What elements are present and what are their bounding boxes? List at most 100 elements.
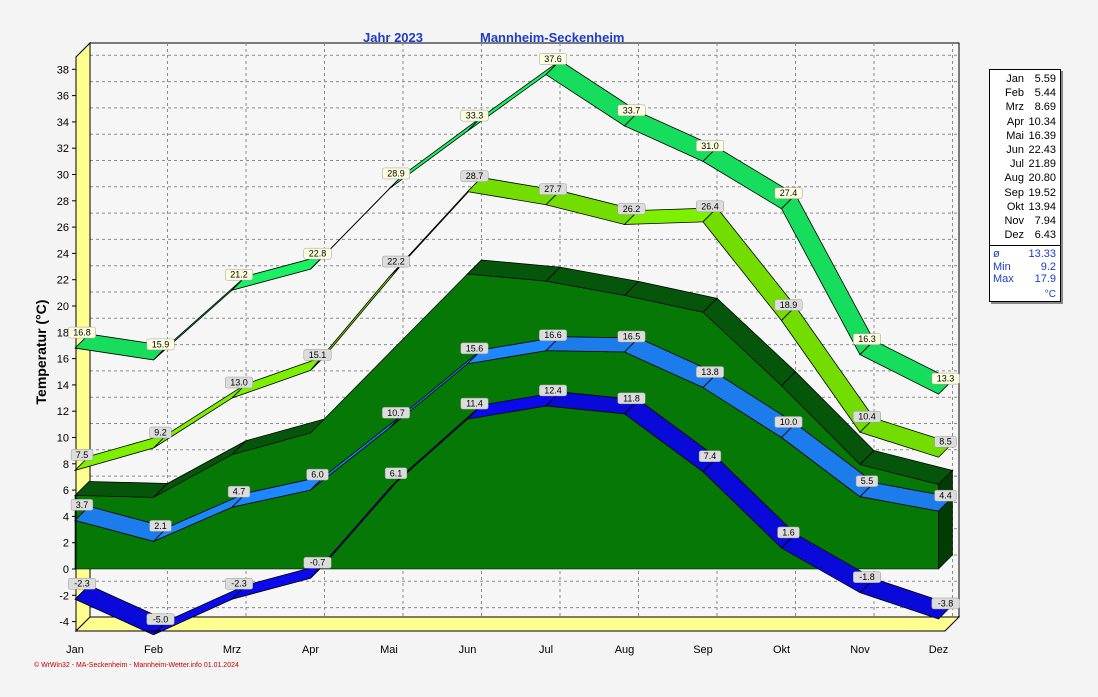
x-tick-label: Jul <box>539 644 553 656</box>
value-label-box <box>460 342 489 355</box>
legend-min-row: Min 9.2 <box>990 261 1060 274</box>
legend-panel: Jan 5.59 Feb 5.44 Mrz 8.69 Apr 10.34 Mai 16.39 Jun… <box>989 69 1061 302</box>
value-label-box <box>146 338 175 351</box>
value-label: 2.1 <box>154 521 167 531</box>
y-tick-label: 4 <box>63 511 69 523</box>
value-label: 13.3 <box>937 374 955 384</box>
legend-month-row: Jan 5.59 <box>990 72 1060 86</box>
legend-avg-label: ø <box>993 248 1000 261</box>
value-label-box <box>68 326 96 339</box>
value-label-box <box>539 329 567 341</box>
y-tick-label: 8 <box>63 459 69 471</box>
value-label: 22.8 <box>309 249 327 259</box>
legend-avg-row: ø 13.33 <box>990 248 1060 261</box>
value-label-box <box>853 571 881 583</box>
value-label-box <box>774 187 803 199</box>
y-tick-label: -4 <box>59 617 69 629</box>
value-label-box <box>698 450 722 462</box>
value-label-box <box>303 556 332 569</box>
value-label: 27.7 <box>544 184 562 194</box>
value-label-box <box>617 203 646 215</box>
legend-min-value: 9.2 <box>1040 260 1056 273</box>
value-label: -2.3 <box>74 579 90 589</box>
value-label: 26.4 <box>701 201 719 211</box>
x-tick-label: Okt <box>773 644 790 656</box>
area-top-segment <box>74 481 169 498</box>
value-label-box <box>382 255 410 268</box>
legend-month-row: Mrz 8.69 <box>990 100 1060 114</box>
value-label: 28.7 <box>466 171 484 181</box>
legend-month-value: 19.52 <box>1028 186 1056 199</box>
x-tick-label: Sep <box>693 644 713 656</box>
legend-month-value: 20.80 <box>1028 172 1056 185</box>
value-label-box <box>696 366 724 378</box>
value-label: 3.7 <box>76 500 89 510</box>
value-label: 9.2 <box>154 428 167 438</box>
legend-min-label: Min <box>993 260 1011 273</box>
legend-month-row: Apr 10.34 <box>990 115 1060 129</box>
value-label: 13.0 <box>230 378 248 388</box>
value-label-box <box>382 167 410 180</box>
y-tick-label: 22 <box>57 275 69 287</box>
value-label: -1.8 <box>859 572 875 582</box>
legend-month-label: Apr <box>1006 115 1024 128</box>
legend-month-value: 13.94 <box>1028 200 1056 213</box>
legend-month-row: Mai 16.39 <box>990 129 1060 143</box>
legend-month-row: Sep 19.52 <box>990 186 1060 200</box>
value-label: 31.0 <box>701 141 719 151</box>
legend-month-row: Jul 21.89 <box>990 157 1060 171</box>
value-label-box <box>617 104 646 117</box>
value-label: 21.2 <box>230 270 248 280</box>
legend-max-value: 17.9 <box>1034 273 1056 286</box>
value-label: 12.4 <box>544 385 562 395</box>
value-label-box <box>934 489 957 502</box>
plot-floor <box>74 616 961 632</box>
legend-month-label: Okt <box>1006 200 1024 213</box>
value-label: 7.4 <box>704 451 717 461</box>
legend-unit: °C <box>1044 289 1056 300</box>
x-tick-label: Nov <box>850 644 870 656</box>
value-label: 15.1 <box>309 350 327 360</box>
value-label: 10.7 <box>387 408 405 418</box>
y-tick-label: -2 <box>59 590 69 602</box>
value-label-box <box>225 577 253 590</box>
legend-month-label: Feb <box>1005 87 1024 100</box>
value-label: 15.9 <box>152 339 170 349</box>
value-label-box <box>931 597 960 610</box>
y-tick-label: 30 <box>57 170 69 182</box>
legend-month-value: 7.94 <box>1034 214 1056 227</box>
value-label-box <box>149 520 172 532</box>
legend-month-value: 10.34 <box>1028 115 1056 128</box>
y-tick-label: 38 <box>57 64 69 76</box>
legend-month-row: Dez 6.43 <box>990 228 1060 242</box>
value-label: -0.7 <box>310 558 326 568</box>
legend-month-row: Feb 5.44 <box>990 86 1060 100</box>
legend-month-value: 22.43 <box>1028 143 1056 156</box>
value-label-box <box>68 577 96 590</box>
value-label-box <box>539 384 567 397</box>
value-label-box <box>146 613 175 625</box>
legend-month-label: Aug <box>1004 172 1024 185</box>
y-tick-label: 32 <box>57 143 69 155</box>
y-tick-label: 26 <box>57 222 69 234</box>
value-label: 28.9 <box>387 168 405 178</box>
legend-month-label: Dez <box>1004 229 1024 242</box>
value-label: 10.0 <box>780 417 798 427</box>
legend-month-value: 5.44 <box>1034 87 1056 100</box>
legend-month-row: Aug 20.80 <box>990 171 1060 185</box>
value-label-box <box>303 247 332 260</box>
x-tick-label: Jun <box>459 644 477 656</box>
value-label: 13.8 <box>701 367 719 377</box>
value-label-box <box>777 526 800 539</box>
legend-month-label: Mrz <box>1005 101 1024 114</box>
value-label-box <box>696 200 724 213</box>
y-axis-label: Temperatur (°C) <box>33 300 49 405</box>
legend-month-value: 5.59 <box>1034 73 1056 85</box>
y-tick-label: 20 <box>57 301 69 313</box>
value-label: 4.4 <box>939 491 952 501</box>
x-tick-label: Aug <box>615 644 635 656</box>
value-label-box <box>460 397 489 410</box>
value-label-box <box>774 416 803 428</box>
value-label: -3.8 <box>938 598 954 608</box>
